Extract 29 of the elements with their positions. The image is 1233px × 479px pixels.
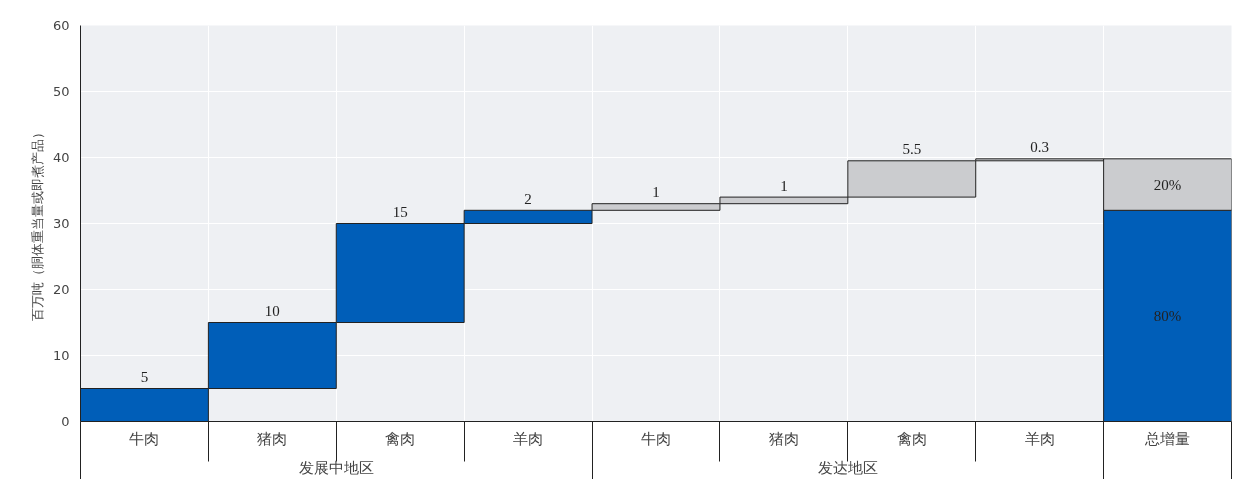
data-label: 15	[392, 203, 408, 220]
data-label: 0.3	[1030, 139, 1050, 156]
data-label: 1	[652, 184, 660, 201]
y-tick-label: 0	[61, 414, 70, 429]
x-tick-label: 牛肉	[641, 429, 671, 448]
data-label: 1	[780, 177, 788, 194]
text: 发展中地区	[298, 458, 374, 477]
y-tick-label: 50	[52, 84, 70, 99]
y-tick-label: 10	[52, 348, 70, 363]
text: 发达地区	[817, 458, 878, 477]
annotation: 80%	[1153, 307, 1182, 324]
y-tick-label: 20	[52, 282, 70, 297]
data-label: 5.5	[902, 141, 922, 158]
y-axis-title: 百万吨（胴体重当量或即煮产品）	[29, 126, 45, 321]
data-label: 5	[140, 368, 149, 385]
data-label: 2	[524, 190, 532, 207]
y-tick-label: 30	[52, 216, 70, 231]
x-tick-label: 猪肉	[257, 429, 288, 448]
x-tick-label: 羊肉	[1024, 429, 1055, 448]
x-tick-label: 牛肉	[129, 429, 160, 448]
y-tick-label: 60	[52, 18, 70, 33]
x-tick-label: 羊肉	[513, 429, 544, 448]
data-label: 10	[264, 302, 280, 319]
y-tick-label: 40	[52, 150, 70, 165]
x-tick-label: 总增量	[1144, 429, 1191, 448]
x-tick-label: 禽肉	[385, 429, 416, 448]
annotation: 20%	[1153, 176, 1182, 193]
x-tick-label: 猪肉	[768, 429, 799, 448]
x-tick-label: 禽肉	[896, 429, 927, 448]
